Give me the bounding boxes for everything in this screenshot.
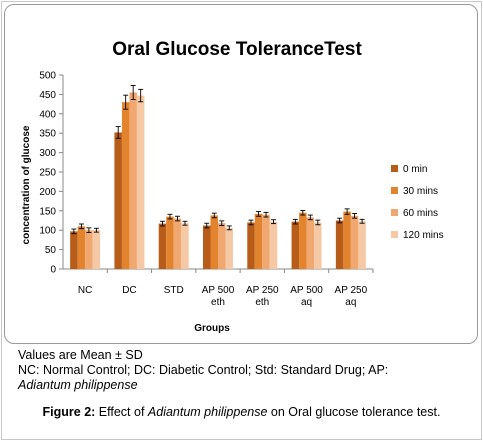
bar xyxy=(306,217,315,269)
x-tick-label: aq xyxy=(345,297,356,308)
note-mean-sd: Values are Mean ± SD xyxy=(18,348,143,362)
figure-caption-post: on Oral glucose tolerance test. xyxy=(267,405,441,419)
bar xyxy=(203,225,211,269)
y-tick-label: 100 xyxy=(39,226,56,237)
y-tick-label: 50 xyxy=(45,245,57,256)
bar xyxy=(343,211,351,269)
legend-swatch xyxy=(391,187,398,194)
bar xyxy=(129,92,137,270)
legend-swatch xyxy=(391,231,398,238)
y-axis-title: concentration of glucose xyxy=(21,125,32,244)
bar xyxy=(181,223,189,269)
legend-label: 30 mins xyxy=(403,186,438,197)
bar xyxy=(85,230,93,269)
bar xyxy=(158,223,167,269)
legend-swatch xyxy=(391,165,398,172)
y-tick-label: 400 xyxy=(39,109,56,120)
y-tick-label: 350 xyxy=(39,129,56,140)
x-tick-label: eth xyxy=(255,297,269,308)
figure-caption-pre: Effect of xyxy=(95,405,148,419)
x-tick-label: aq xyxy=(301,297,312,308)
y-tick-label: 150 xyxy=(39,206,56,217)
bar xyxy=(350,215,359,269)
bar xyxy=(269,221,278,269)
bar xyxy=(114,132,122,269)
legend-label: 120 mins xyxy=(403,230,444,241)
bar xyxy=(77,226,86,269)
chart-container: Oral Glucose ToleranceTest NC DC STD AP 500… xyxy=(4,4,478,344)
y-tick-label: 0 xyxy=(50,265,56,276)
bar xyxy=(225,227,233,269)
bar xyxy=(247,222,255,269)
y-tick-label: 300 xyxy=(39,148,56,159)
x-tick-label: AP 500 xyxy=(290,285,323,296)
note-species-name: Adiantum philippense xyxy=(18,378,138,392)
x-tick-label: DC xyxy=(122,285,136,296)
bar xyxy=(210,215,218,269)
bar xyxy=(299,212,307,269)
chart-bars xyxy=(70,85,366,270)
x-tick-label: AP 250 xyxy=(246,285,279,296)
y-tick-label: 200 xyxy=(39,187,56,198)
bar xyxy=(218,223,226,269)
x-tick-label: AP 500 xyxy=(202,285,235,296)
x-tick-label: AP 250 xyxy=(335,285,368,296)
chart-legend: 0 min 30 mins 60 mins 120 mins xyxy=(391,164,444,241)
bar xyxy=(121,102,130,269)
chart-title: Oral Glucose ToleranceTest xyxy=(112,39,362,60)
bar xyxy=(254,213,263,269)
note-abbreviations: NC: Normal Control; DC: Diabetic Control… xyxy=(18,363,389,377)
legend-label: 0 min xyxy=(403,164,427,175)
figure-caption: Figure 2: Effect of Adiantum philippense… xyxy=(0,405,483,419)
bar xyxy=(166,216,174,269)
y-tick-label: 500 xyxy=(39,71,56,82)
x-tick-label: eth xyxy=(211,297,225,308)
figure-caption-species: Adiantum philippense xyxy=(147,405,268,419)
bar xyxy=(70,231,78,269)
x-tick-label: NC xyxy=(78,285,92,296)
x-tick-label: STD xyxy=(164,285,184,296)
legend-swatch xyxy=(391,209,398,216)
y-tick-label: 450 xyxy=(39,90,56,101)
bar xyxy=(262,214,270,269)
legend-label: 60 mins xyxy=(403,208,438,219)
x-axis-title: Groups xyxy=(194,323,230,334)
bar xyxy=(314,222,322,269)
bar xyxy=(173,218,182,269)
bar xyxy=(335,220,344,269)
y-tick-label: 250 xyxy=(39,168,56,179)
bar xyxy=(136,95,145,270)
glucose-bar-chart: Oral Glucose ToleranceTest NC DC STD AP 500… xyxy=(21,39,444,334)
y-tick-labels: 0 50 100 150 200 250 300 350 400 450 500 xyxy=(39,71,56,276)
bar xyxy=(291,221,300,269)
bar xyxy=(92,230,101,269)
bar xyxy=(358,221,366,269)
figure-caption-label: Figure 2: xyxy=(42,405,96,419)
